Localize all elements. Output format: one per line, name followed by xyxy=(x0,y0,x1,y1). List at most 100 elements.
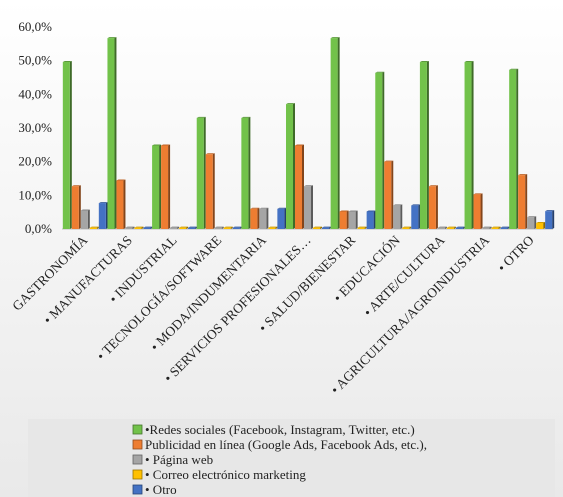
bar-front xyxy=(491,227,499,229)
bar-front xyxy=(205,154,213,229)
bar-side xyxy=(364,226,367,229)
bar-side xyxy=(426,61,429,229)
bar xyxy=(188,226,198,229)
bar xyxy=(286,103,295,229)
bar-top xyxy=(62,61,72,63)
legend-item: • Correo electrónico marketing xyxy=(132,467,306,482)
bar-side xyxy=(373,210,376,229)
bar-side xyxy=(195,226,198,229)
bar-front xyxy=(80,210,88,229)
bar-front xyxy=(393,205,401,229)
bar-front xyxy=(536,222,544,229)
bar xyxy=(330,37,340,229)
bar-front xyxy=(366,211,374,229)
bar-front xyxy=(482,227,490,229)
y-tick-label: 40,0% xyxy=(18,86,52,101)
bar-front xyxy=(188,227,196,229)
bar xyxy=(241,116,251,229)
bar-top xyxy=(482,226,492,228)
bar-top xyxy=(188,226,198,228)
bar xyxy=(107,37,117,229)
legend-label: • Página web xyxy=(145,452,213,467)
bar xyxy=(134,226,144,229)
bar-top xyxy=(161,144,171,146)
bar-front xyxy=(330,38,338,229)
bar xyxy=(411,204,421,229)
bar-top xyxy=(545,210,555,212)
bar-front xyxy=(286,104,293,229)
bar-top xyxy=(98,202,108,204)
bar-side xyxy=(186,226,189,229)
bar xyxy=(375,71,385,229)
bar-front xyxy=(62,62,70,229)
bar-front xyxy=(277,208,285,229)
bar-front xyxy=(89,227,97,229)
bar-front xyxy=(313,227,320,229)
legend-label: •Redes sociales (Facebook, Instagram, Tw… xyxy=(145,422,415,437)
bar-top xyxy=(268,226,278,228)
bar-front xyxy=(71,186,79,229)
bar-side xyxy=(177,226,180,229)
bar xyxy=(250,207,260,229)
bar-top xyxy=(473,193,483,195)
bar-side xyxy=(302,144,304,229)
bar-front xyxy=(179,227,187,229)
bar-side xyxy=(418,204,421,229)
bar xyxy=(125,226,135,229)
bar xyxy=(464,61,474,229)
bar-top xyxy=(223,226,233,228)
bar xyxy=(205,153,215,229)
y-tick-label: 20,0% xyxy=(18,154,52,169)
bar-top xyxy=(419,61,429,63)
bar-front xyxy=(170,227,178,229)
bar-side xyxy=(257,207,260,229)
bar-top xyxy=(518,174,528,176)
bar-top xyxy=(339,210,349,212)
legend-swatch xyxy=(132,454,143,465)
bar-front xyxy=(428,186,436,229)
bar-side xyxy=(150,226,153,229)
y-tick-label: 10,0% xyxy=(18,187,52,202)
bar xyxy=(357,226,367,229)
bar-front xyxy=(196,117,204,229)
bar-front xyxy=(152,145,160,229)
bar-front xyxy=(259,208,267,229)
bar-top xyxy=(464,61,474,63)
legend-swatch xyxy=(132,424,143,435)
bar xyxy=(339,210,349,229)
bar xyxy=(277,207,287,229)
bar-side xyxy=(409,226,412,229)
bar-side xyxy=(516,68,519,229)
bar-top xyxy=(295,144,304,146)
bar-side xyxy=(132,226,135,229)
y-tick-label: 50,0% xyxy=(18,53,52,68)
bar xyxy=(161,144,171,229)
legend-item: • Página web xyxy=(132,452,213,467)
bar-top xyxy=(384,160,394,162)
bars xyxy=(62,37,555,229)
bar-front xyxy=(232,227,240,229)
bar-front xyxy=(116,180,124,229)
bar-top xyxy=(313,226,322,228)
bar-side xyxy=(453,226,456,229)
bar-front xyxy=(125,227,133,229)
bar-side xyxy=(114,37,117,229)
bar-front xyxy=(250,208,258,229)
bar-top xyxy=(134,226,144,228)
bar xyxy=(223,226,233,229)
bar-side xyxy=(230,226,233,229)
bar xyxy=(214,226,224,229)
bar-top xyxy=(304,185,313,187)
bar xyxy=(71,185,81,229)
bar xyxy=(536,221,546,229)
bar-side xyxy=(311,185,313,229)
bar-front xyxy=(98,203,106,229)
bar xyxy=(89,226,99,229)
bar-side xyxy=(320,226,322,229)
bar xyxy=(500,226,510,229)
bar-front xyxy=(402,227,410,229)
bar-side xyxy=(293,103,295,229)
bar-side xyxy=(87,209,90,229)
bar-front xyxy=(322,227,329,229)
legend-item: Publicidad en línea (Google Ads, Faceboo… xyxy=(132,437,427,452)
